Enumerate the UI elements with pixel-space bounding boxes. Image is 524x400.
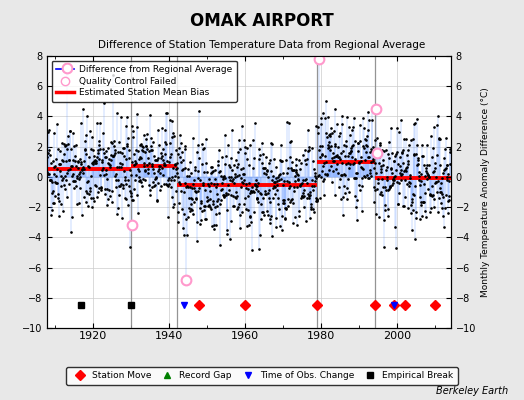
Y-axis label: Monthly Temperature Anomaly Difference (°C): Monthly Temperature Anomaly Difference (… <box>482 87 490 297</box>
Text: 1960: 1960 <box>231 331 259 341</box>
Text: Berkeley Earth: Berkeley Earth <box>436 386 508 396</box>
Text: 1940: 1940 <box>155 331 183 341</box>
Text: OMAK AIRPORT: OMAK AIRPORT <box>190 12 334 30</box>
Text: 1920: 1920 <box>79 331 107 341</box>
Text: 1980: 1980 <box>307 331 335 341</box>
Legend: Station Move, Record Gap, Time of Obs. Change, Empirical Break: Station Move, Record Gap, Time of Obs. C… <box>67 367 457 385</box>
Legend: Difference from Regional Average, Quality Control Failed, Estimated Station Mean: Difference from Regional Average, Qualit… <box>52 60 236 102</box>
Text: 2000: 2000 <box>383 331 411 341</box>
Text: Difference of Station Temperature Data from Regional Average: Difference of Station Temperature Data f… <box>99 40 425 50</box>
